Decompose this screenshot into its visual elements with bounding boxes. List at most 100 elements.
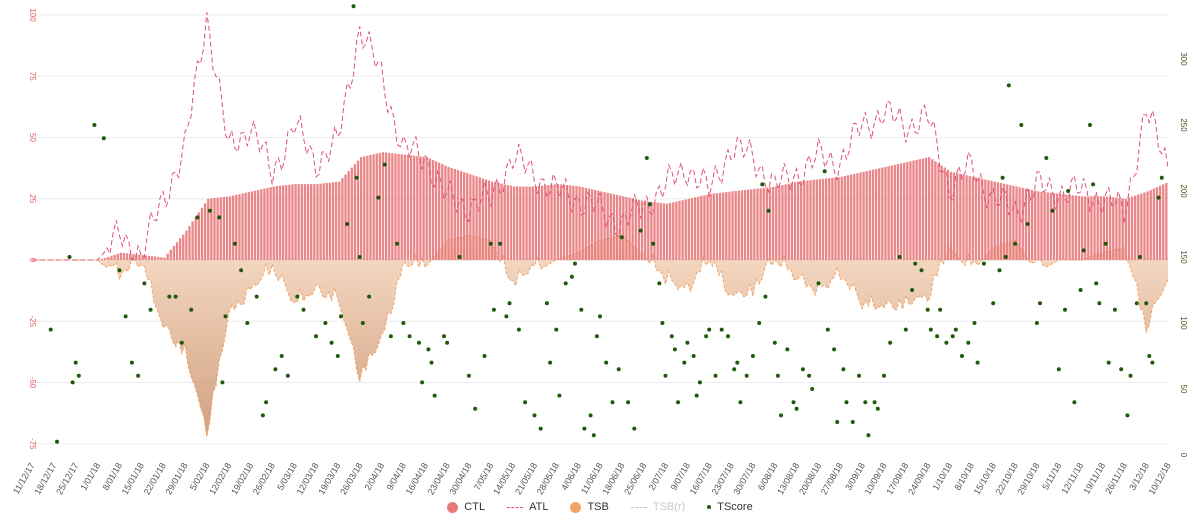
ctl-bar	[403, 154, 406, 260]
ctl-bar	[1124, 198, 1127, 261]
ctl-bar	[512, 186, 516, 260]
ctl-bar	[169, 249, 172, 260]
ctl-bar	[1152, 188, 1156, 260]
ctl-bar	[363, 156, 366, 260]
ctl-bar	[416, 156, 419, 260]
ctl-bar	[438, 162, 441, 260]
ctl-bar	[372, 154, 375, 260]
ctl-bar	[447, 166, 450, 260]
left-axis: 100 75 50 25 0 -25 -50 -75	[28, 8, 37, 450]
legend-symbol-icon	[447, 501, 459, 513]
tscore-point	[507, 301, 512, 306]
tscore-point	[950, 334, 955, 339]
legend-item-ctl[interactable]: CTL	[447, 501, 485, 513]
right-tick-label: 150	[1179, 250, 1188, 264]
ctl-bar	[203, 203, 207, 260]
chart-legend: CTL ATL TSB TSB(r) TScore	[0, 497, 1200, 517]
ctl-bar	[484, 179, 488, 260]
tscore-point	[975, 360, 980, 365]
legend-symbol-icon	[507, 506, 524, 508]
ctl-bar	[519, 186, 522, 260]
ctl-bar	[544, 185, 547, 260]
tscore-point	[504, 314, 509, 319]
ctl-bar	[762, 187, 765, 260]
ctl-bar	[285, 185, 288, 260]
ctl-bar	[619, 195, 622, 260]
tscore-point	[548, 360, 553, 365]
ctl-bar	[1109, 197, 1112, 260]
legend-item-tsb-r[interactable]: TSB(r)	[630, 501, 685, 513]
ctl-bar	[397, 153, 400, 260]
ctl-bar	[1052, 193, 1056, 260]
tscore-point	[925, 307, 930, 312]
tscore-point	[1066, 189, 1071, 193]
tscore-point	[638, 228, 643, 233]
x-tick-label: 7/05/18	[472, 461, 496, 492]
tscore-point	[676, 400, 680, 405]
ctl-bar	[634, 199, 637, 260]
ctl-bar	[232, 195, 235, 260]
ctl-bar	[172, 246, 176, 260]
tscore-point	[685, 340, 690, 345]
ctl-bar	[1155, 187, 1159, 260]
ctl-bar	[481, 178, 485, 260]
ctl-bar	[1055, 193, 1059, 260]
ctl-bar	[441, 164, 444, 260]
ctl-bar	[200, 207, 204, 260]
x-tick-label: 9/04/18	[384, 461, 408, 492]
ctl-bar	[927, 157, 931, 260]
ctl-bar	[984, 179, 987, 260]
left-tick-label: 100	[28, 8, 37, 22]
legend-item-tsb[interactable]: TSB	[570, 501, 609, 513]
tscore-point	[591, 433, 596, 438]
tscore-point	[142, 281, 147, 286]
ctl-bar	[903, 162, 906, 260]
ctl-bar	[631, 198, 634, 260]
tscore-point	[376, 195, 381, 200]
ctl-bar	[238, 194, 241, 260]
tscore-point	[354, 175, 359, 180]
legend-item-atl[interactable]: ATL	[507, 501, 548, 513]
tscore-point	[669, 334, 674, 339]
tscore-point	[966, 340, 971, 345]
tscore-point	[367, 294, 372, 299]
tscore-point	[442, 334, 446, 339]
ctl-bar	[528, 186, 531, 260]
tscore-point	[757, 321, 762, 325]
tscore-point	[694, 393, 699, 398]
ctl-bar	[909, 161, 912, 260]
tscore-point	[732, 367, 737, 372]
ctl-bar	[968, 176, 971, 260]
ctl-bar	[257, 190, 260, 260]
ctl-bar	[1121, 198, 1124, 260]
ctl-bar	[541, 185, 544, 260]
ctl-bar	[996, 182, 999, 260]
tscore-point	[825, 327, 830, 332]
tscore-point	[594, 334, 599, 339]
right-tick-label: 50	[1179, 385, 1188, 394]
ctl-bar	[675, 201, 678, 260]
legend-label: ATL	[529, 501, 549, 513]
legend-item-tscore[interactable]: TScore	[707, 501, 753, 513]
ctl-bar	[812, 179, 815, 260]
legend-label: TScore	[717, 501, 753, 513]
tscore-point	[279, 354, 284, 358]
tscore-point	[245, 321, 250, 325]
tscore-point	[794, 406, 799, 411]
ctl-bar	[712, 193, 715, 260]
tscore-point	[117, 268, 122, 273]
tscore-point	[735, 360, 740, 365]
tscore-point	[432, 393, 437, 398]
ctl-bar	[366, 155, 369, 260]
ctl-bar	[119, 252, 122, 260]
ctl-bar	[550, 184, 553, 261]
ctl-bar	[690, 198, 694, 260]
ctl-bar	[662, 203, 666, 260]
tscore-point	[273, 367, 278, 372]
ctl-bar	[650, 201, 653, 260]
ctl-bar	[1118, 198, 1121, 260]
tscore-point	[822, 169, 827, 174]
ctl-bar	[921, 158, 925, 260]
tscore-point	[1088, 123, 1092, 127]
ctl-bar	[1071, 195, 1074, 261]
